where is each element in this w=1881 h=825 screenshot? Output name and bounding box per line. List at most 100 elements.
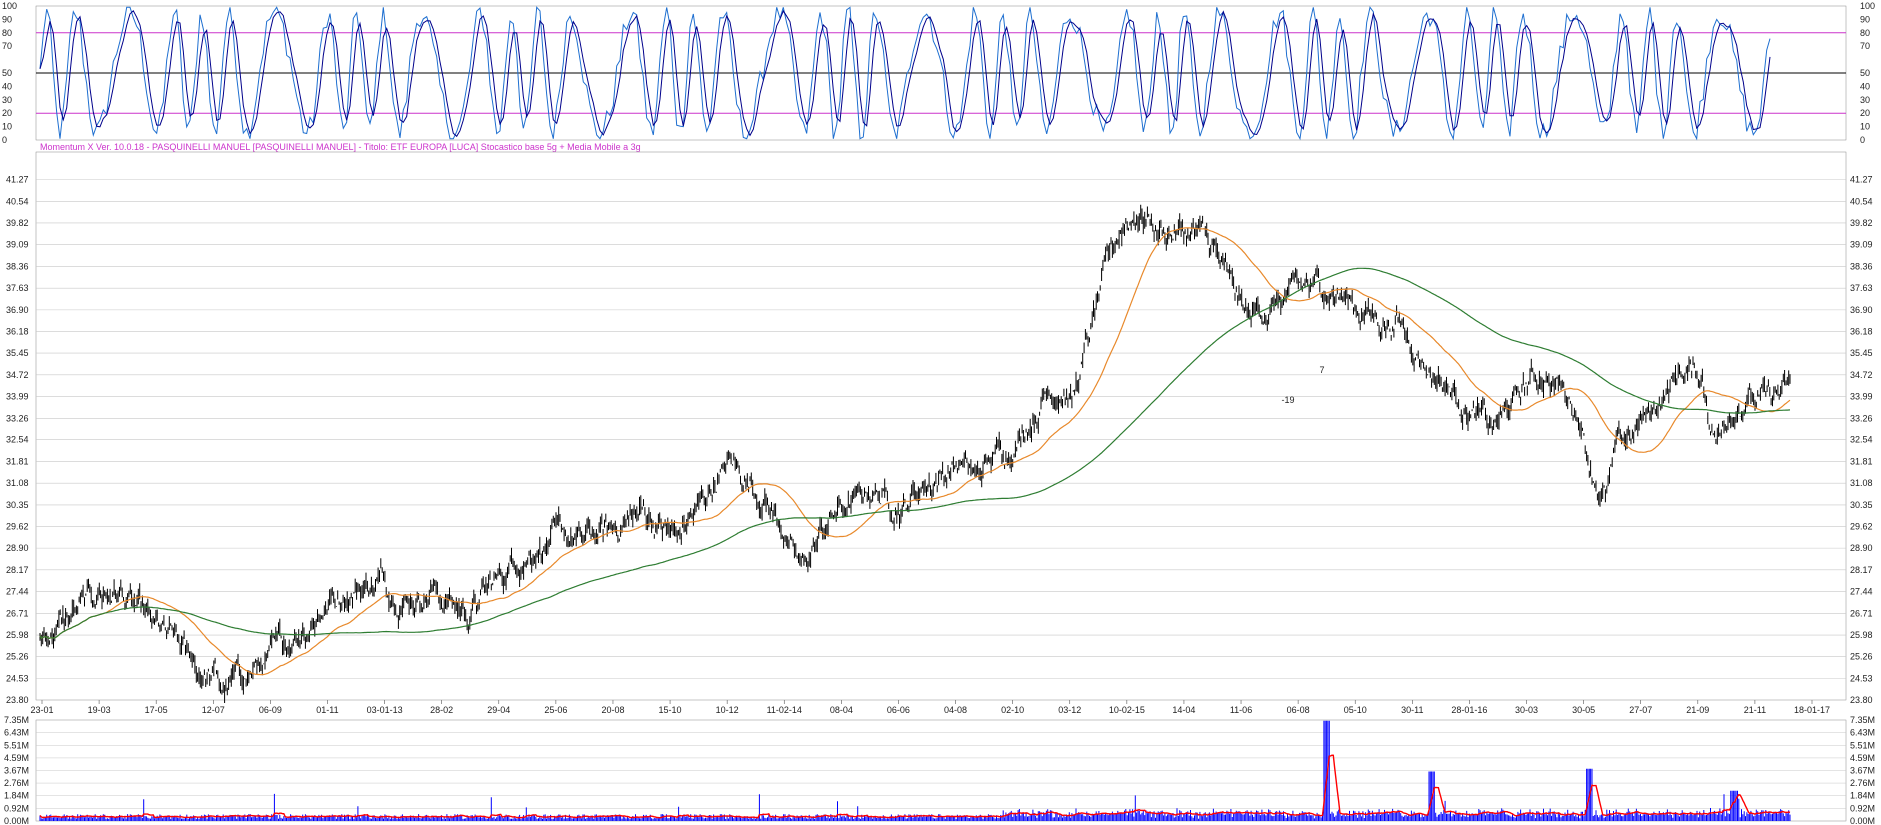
price-ytick-left: 41.27 xyxy=(6,175,29,185)
price-ytick-right: 35.45 xyxy=(1850,348,1873,358)
stoch-ytick-left: 50 xyxy=(2,68,12,78)
price-xtick-label: 06-08 xyxy=(1287,705,1310,715)
price-ytick-left: 39.09 xyxy=(6,240,29,250)
price-ytick-right: 36.90 xyxy=(1850,305,1873,315)
ma-fast-line xyxy=(39,227,1791,676)
stoch-ytick-right: 90 xyxy=(1860,14,1870,24)
stoch-ytick-right: 0 xyxy=(1860,135,1865,145)
price-xtick-label: 11-02-14 xyxy=(767,705,802,715)
price-ytick-right: 37.63 xyxy=(1850,283,1873,293)
volume-ytick-left: 0.00M xyxy=(4,816,29,825)
price-ytick-left: 28.90 xyxy=(6,543,29,553)
stochastic-info-text: Momentum X Ver. 10.0.18 - PASQUINELLI MA… xyxy=(40,142,641,152)
stoch-ytick-left: 20 xyxy=(2,108,12,118)
price-ytick-left: 36.90 xyxy=(6,305,29,315)
price-ytick-left: 23.80 xyxy=(6,695,29,705)
price-ytick-right: 23.80 xyxy=(1850,695,1873,705)
price-xtick-label: 29-04 xyxy=(487,705,510,715)
price-xtick-label: 11-06 xyxy=(1230,705,1252,715)
price-ytick-right: 27.44 xyxy=(1850,587,1873,597)
volume-ytick-left: 0.92M xyxy=(4,803,29,813)
ma-slow-line xyxy=(39,267,1791,639)
price-xtick-label: 27-07 xyxy=(1629,705,1652,715)
price-ytick-right: 26.71 xyxy=(1850,608,1873,618)
price-xtick-label: 18-01-17 xyxy=(1794,705,1830,715)
price-xtick-label: 15-10 xyxy=(659,705,682,715)
stoch-ytick-left: 90 xyxy=(2,14,12,24)
stoch-ytick-left: 70 xyxy=(2,41,12,51)
price-ytick-right: 41.27 xyxy=(1850,175,1873,185)
price-panel[interactable]: 41.27 41.27 40.54 40.54 39.82 39.82 39.09 39.09… xyxy=(6,151,1873,715)
price-ytick-right: 25.26 xyxy=(1850,652,1873,662)
price-xtick-label: 30-03 xyxy=(1515,705,1538,715)
price-ytick-left: 33.26 xyxy=(6,413,29,423)
volume-ytick-left: 5.51M xyxy=(4,740,29,750)
price-xtick-label: 28-01-16 xyxy=(1451,705,1487,715)
price-xtick-label: 14-04 xyxy=(1172,705,1195,715)
price-ytick-left: 26.71 xyxy=(6,608,29,618)
volume-bars xyxy=(39,720,1791,821)
volume-ytick-right: 1.84M xyxy=(1850,791,1875,801)
volume-ytick-right: 5.51M xyxy=(1850,740,1875,750)
price-ytick-left: 25.26 xyxy=(6,652,29,662)
stochastic-k-line xyxy=(39,6,1771,141)
volume-ytick-right: 0.92M xyxy=(1850,803,1875,813)
price-xtick-label: 23-01 xyxy=(30,705,53,715)
stoch-ytick-left: 100 xyxy=(2,1,17,11)
price-xtick-label: 30-11 xyxy=(1401,705,1423,715)
price-xtick-label: 03-01-13 xyxy=(367,705,403,715)
price-ytick-left: 37.63 xyxy=(6,283,29,293)
volume-ytick-right: 0.00M xyxy=(1850,816,1875,825)
price-ytick-right: 29.62 xyxy=(1850,522,1873,532)
price-xtick-label: 02-10 xyxy=(1001,705,1024,715)
price-ytick-right: 39.82 xyxy=(1850,218,1873,228)
volume-ytick-right: 7.35M xyxy=(1850,715,1875,725)
volume-ytick-left: 7.35M xyxy=(4,715,29,725)
price-xtick-label: 25-06 xyxy=(544,705,567,715)
price-ytick-left: 31.81 xyxy=(6,456,29,466)
price-ytick-right: 30.35 xyxy=(1850,500,1873,510)
price-xtick-label: 04-08 xyxy=(944,705,967,715)
price-ytick-right: 39.09 xyxy=(1850,240,1873,250)
price-ytick-right: 34.72 xyxy=(1850,370,1873,380)
stoch-ytick-left: 0 xyxy=(2,135,7,145)
price-ytick-left: 36.18 xyxy=(6,326,29,336)
stoch-ytick-right: 80 xyxy=(1860,28,1870,38)
stoch-ytick-right: 50 xyxy=(1860,68,1870,78)
price-xtick-label: 19-03 xyxy=(88,705,111,715)
price-xtick-label: 05-10 xyxy=(1344,705,1367,715)
stoch-ytick-right: 100 xyxy=(1860,1,1875,11)
price-xtick-label: 06-06 xyxy=(887,705,910,715)
price-ytick-left: 25.98 xyxy=(6,630,29,640)
price-ytick-left: 38.36 xyxy=(6,261,29,271)
price-ytick-left: 40.54 xyxy=(6,196,29,206)
price-xtick-label: 01-11 xyxy=(316,705,338,715)
price-ytick-right: 24.53 xyxy=(1850,673,1873,683)
stoch-ytick-left: 80 xyxy=(2,28,12,38)
price-ytick-left: 29.62 xyxy=(6,522,29,532)
stochastic-panel[interactable]: 0 0 10 10 20 20 30 30 40 40 50 50 70 70 80 80 90 90 100 100 xyxy=(2,1,1875,145)
annotation-label: -19 xyxy=(1281,395,1294,405)
price-ytick-right: 36.18 xyxy=(1850,326,1873,336)
price-xtick-label: 20-08 xyxy=(601,705,624,715)
price-ytick-left: 34.72 xyxy=(6,370,29,380)
price-xtick-label: 17-05 xyxy=(145,705,168,715)
price-ytick-right: 33.26 xyxy=(1850,413,1873,423)
price-ytick-right: 40.54 xyxy=(1850,196,1873,206)
price-ytick-left: 30.35 xyxy=(6,500,29,510)
volume-ytick-right: 2.76M xyxy=(1850,778,1875,788)
price-xtick-label: 10-12 xyxy=(716,705,739,715)
price-ytick-left: 35.45 xyxy=(6,348,29,358)
price-ytick-left: 33.99 xyxy=(6,392,29,402)
price-ytick-left: 28.17 xyxy=(6,565,29,575)
volume-ytick-left: 6.43M xyxy=(4,728,29,738)
price-ytick-left: 31.08 xyxy=(6,478,29,488)
stoch-ytick-right: 30 xyxy=(1860,95,1870,105)
price-ytick-left: 27.44 xyxy=(6,587,29,597)
price-ytick-right: 31.08 xyxy=(1850,478,1873,488)
stoch-ytick-left: 30 xyxy=(2,95,12,105)
volume-ytick-left: 4.59M xyxy=(4,753,29,763)
price-xtick-label: 06-09 xyxy=(259,705,282,715)
price-ytick-left: 24.53 xyxy=(6,673,29,683)
volume-panel[interactable]: 7.35M 7.35M 6.43M 6.43M 5.51M 5.51M 4.59M 4.59M… xyxy=(4,715,1875,825)
